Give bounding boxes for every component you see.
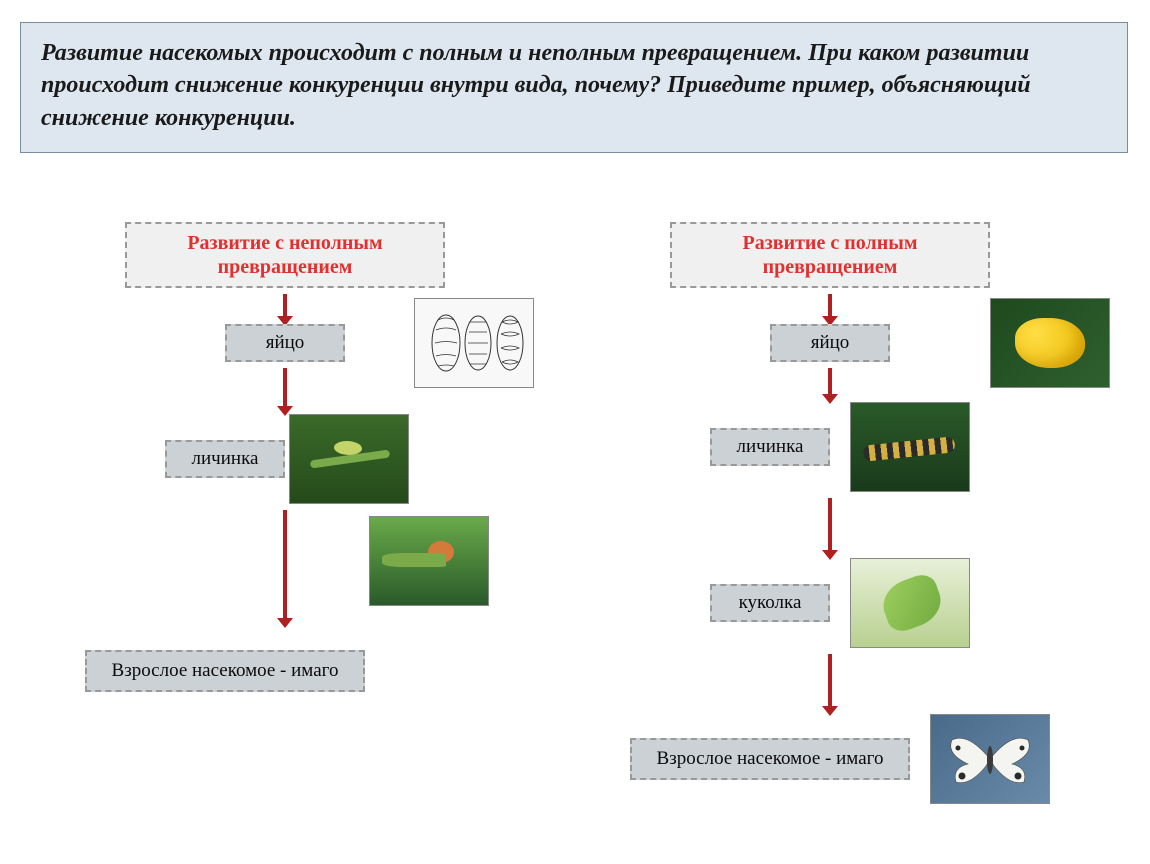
stage-imago-left: Взрослое насекомое - имаго <box>40 626 530 716</box>
stage-label-imago: Взрослое насекомое - имаго <box>630 738 910 780</box>
stage-row: яйцо <box>570 324 1090 362</box>
stage-row: Взрослое насекомое - имаго <box>40 626 530 716</box>
arrow-icon <box>828 654 832 708</box>
stage-row: куколка <box>570 558 1090 648</box>
column-incomplete: Развитие с неполным превращением яйцо <box>40 222 530 804</box>
image-grasshopper-adult <box>369 516 489 606</box>
stage-row: яйцо <box>40 324 530 362</box>
question-text: Развитие насекомых происходит с полным и… <box>41 37 1107 134</box>
image-yellow-eggs <box>990 298 1110 388</box>
heading-complete: Развитие с полным превращением <box>670 222 990 288</box>
image-egg-diagram <box>414 298 534 388</box>
column-complete: Развитие с полным превращением яйцо личи… <box>570 222 1090 804</box>
stage-row: личинка <box>570 402 1090 492</box>
arrow-icon <box>283 368 287 408</box>
stage-egg-right: яйцо <box>570 324 1090 402</box>
stage-label-larva: личинка <box>710 428 830 466</box>
arrow-icon <box>828 294 832 318</box>
image-butterfly <box>930 714 1050 804</box>
question-panel: Развитие насекомых происходит с полным и… <box>20 22 1128 153</box>
arrow-icon <box>283 510 287 620</box>
diagram-columns: Развитие с неполным превращением яйцо <box>0 222 1150 804</box>
arrow-icon <box>828 368 832 396</box>
image-grasshopper-larva <box>289 414 409 504</box>
image-pupa <box>850 558 970 648</box>
arrow-icon <box>828 498 832 552</box>
stage-larva-right: личинка <box>570 402 1090 558</box>
stage-imago-right: Взрослое насекомое - имаго <box>570 714 1090 804</box>
stage-pupa-right: куколка <box>570 558 1090 714</box>
stage-label-imago: Взрослое насекомое - имаго <box>85 650 365 692</box>
stage-label-egg: яйцо <box>770 324 890 362</box>
stage-egg-left: яйцо <box>40 324 530 414</box>
image-caterpillar <box>850 402 970 492</box>
stage-label-pupa: куколка <box>710 584 830 622</box>
heading-incomplete: Развитие с неполным превращением <box>125 222 445 288</box>
stage-label-egg: яйцо <box>225 324 345 362</box>
stage-row: личинка <box>40 414 530 504</box>
stage-label-larva: личинка <box>165 440 285 478</box>
arrow-icon <box>283 294 287 318</box>
stage-row: Взрослое насекомое - имаго <box>570 714 1090 804</box>
